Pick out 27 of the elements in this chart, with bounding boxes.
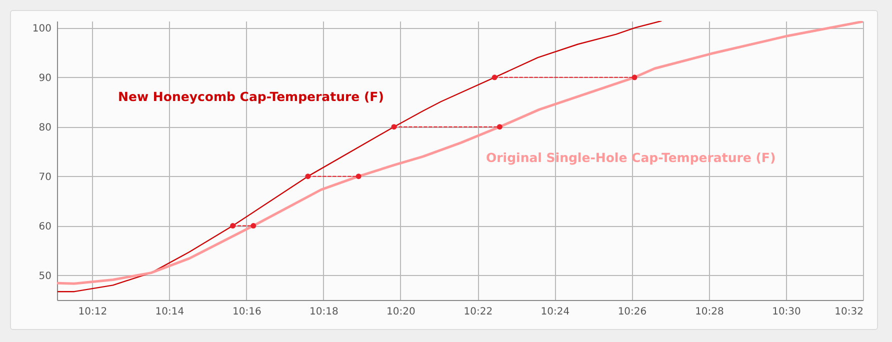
x-tick-label: 10:24 [540,306,570,318]
point [356,174,362,180]
point [391,124,397,130]
x-tick-label: 10:30 [772,306,801,318]
x-tick-label: 10:22 [464,306,493,318]
line-series [57,21,863,285]
x-tick-label: 10:12 [78,306,108,318]
x-tick-label: 10:20 [386,306,416,318]
x-tick-label: 10:18 [310,306,338,318]
point [632,74,638,80]
point [305,174,311,180]
x-tick-label: 10:28 [695,306,724,318]
point [250,223,256,229]
x-tick-label: 10:16 [232,306,262,318]
x-tick-label: 10:26 [618,306,647,318]
x-tick-label: 10:14 [155,306,184,318]
y-tick-label: 50 [38,270,52,282]
y-tick-label: 70 [38,172,52,183]
series-label: New Honeycomb Cap-Temperature (F) [118,89,384,104]
point [496,124,502,130]
y-tick-label: 90 [38,72,52,84]
point [230,223,236,229]
point [492,74,498,80]
y-tick-label: 100 [32,23,52,34]
y-tick-label: 60 [38,221,52,232]
x-tick-label: 10:32 [834,306,864,318]
y-tick-label: 80 [38,122,52,134]
